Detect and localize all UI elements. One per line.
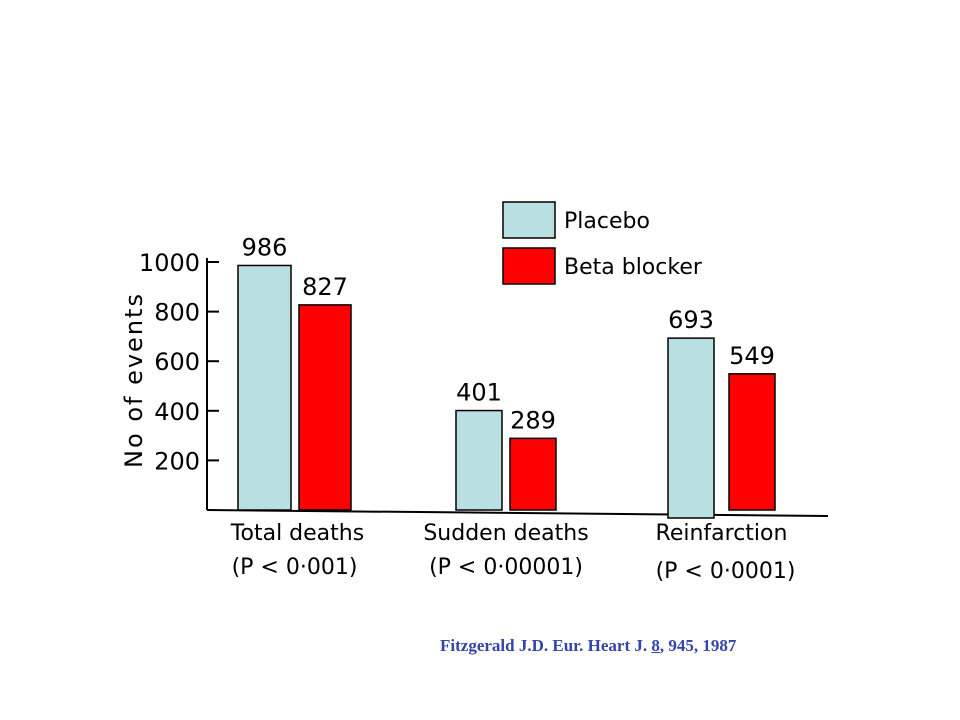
bar-value-label: 289 (510, 406, 556, 434)
bar-value-label: 827 (302, 273, 348, 301)
bar (237, 264, 292, 511)
x-category-label: Reinfarction (656, 521, 788, 546)
y-tick-label: 200 (154, 447, 200, 475)
citation-volume: 8 (651, 636, 660, 655)
citation: Fitzgerald J.D. Eur. Heart J. 8, 945, 19… (440, 636, 736, 656)
x-category-pvalue: (P < 0·00001) (429, 555, 583, 580)
x-axis-line (206, 509, 829, 517)
chart-labels: 986 827 Total deaths (P < 0·001) 401 289 Sudde… (230, 233, 796, 584)
y-axis-label: No of events (120, 292, 148, 468)
bar-value-label: 401 (456, 379, 502, 407)
legend-label: Beta blocker (564, 255, 703, 280)
citation-prefix: Fitzgerald J.D. Eur. Heart J. (440, 636, 652, 655)
bar (455, 409, 503, 511)
chart-bars (237, 264, 776, 519)
x-category-label: Sudden deaths (423, 521, 588, 546)
bar (728, 373, 776, 511)
y-tick-label: 400 (154, 398, 200, 426)
legend-swatch (502, 201, 556, 239)
chart-axes: 200 400 600 800 1000 No of events (120, 249, 829, 517)
bar-value-label: 986 (242, 233, 288, 261)
x-category-label: Total deaths (230, 521, 364, 546)
y-tick-label: 1000 (139, 249, 200, 277)
bar-value-label: 693 (668, 306, 714, 334)
legend-label: Placebo (564, 209, 650, 234)
citation-suffix: , 945, 1987 (659, 636, 737, 655)
bar (667, 337, 715, 519)
y-tick-label: 800 (154, 299, 200, 327)
legend-swatch (502, 247, 556, 285)
bar (298, 304, 352, 511)
y-tick-label: 600 (154, 348, 200, 376)
bar (509, 437, 557, 511)
x-category-pvalue: (P < 0·0001) (656, 559, 796, 584)
x-category-pvalue: (P < 0·001) (232, 555, 358, 580)
chart-legend: Placebo Beta blocker (502, 201, 703, 285)
bar-value-label: 549 (729, 342, 775, 370)
